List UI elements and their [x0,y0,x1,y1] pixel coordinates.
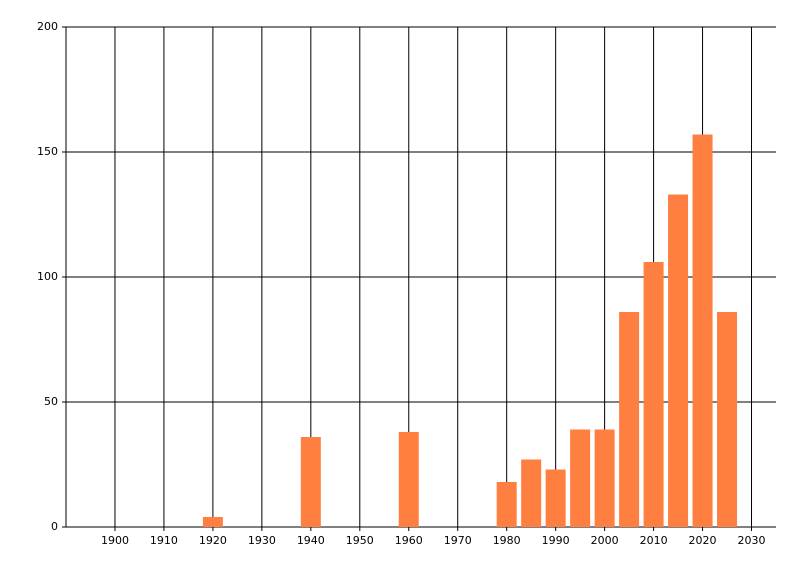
x-tick-label: 1900 [101,534,129,547]
x-tick-label: 1970 [444,534,472,547]
bar [496,482,517,527]
bar [692,134,713,527]
bar [717,312,738,527]
x-tick-label: 1960 [395,534,423,547]
x-tick-label: 1990 [542,534,570,547]
x-tick-label: 1950 [346,534,374,547]
x-tick-label: 1980 [493,534,521,547]
bar [570,429,591,527]
x-tick-label: 2030 [738,534,766,547]
x-tick-label: 1910 [150,534,178,547]
bar [643,262,664,527]
bar [594,429,615,527]
bar [398,432,419,527]
bar [202,517,223,527]
y-tick-label: 200 [37,20,58,33]
bar [619,312,640,527]
y-tick-label: 0 [51,520,58,533]
bar [300,437,321,527]
bar [521,459,542,527]
bar [668,194,689,527]
bar [545,469,566,527]
x-tick-label: 2000 [591,534,619,547]
x-tick-label: 2010 [640,534,668,547]
x-tick-label: 1940 [297,534,325,547]
y-tick-label: 100 [37,270,58,283]
x-tick-label: 1930 [248,534,276,547]
x-tick-label: 1920 [199,534,227,547]
y-tick-label: 150 [37,145,58,158]
y-tick-label: 50 [44,395,58,408]
x-tick-label: 2020 [689,534,717,547]
